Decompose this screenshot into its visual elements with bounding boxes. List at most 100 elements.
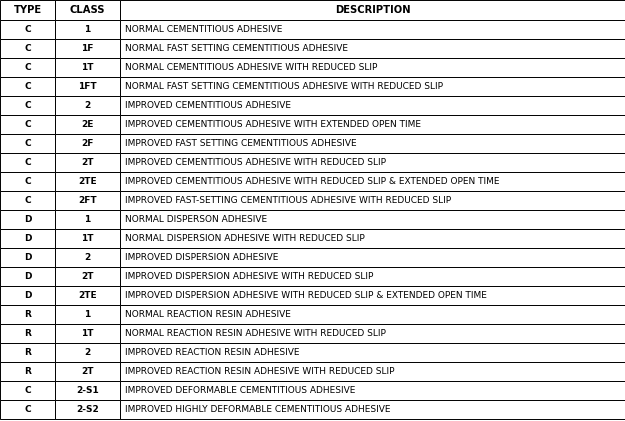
Bar	[55, 153, 120, 172]
Text: 2TE: 2TE	[78, 291, 97, 300]
Text: 2T: 2T	[81, 367, 94, 376]
Text: NORMAL FAST SETTING CEMENTITIOUS ADHESIVE: NORMAL FAST SETTING CEMENTITIOUS ADHESIV…	[125, 44, 348, 53]
Text: IMPROVED DISPERSION ADHESIVE: IMPROVED DISPERSION ADHESIVE	[125, 253, 278, 262]
Text: TYPE: TYPE	[14, 5, 41, 15]
Text: 1T: 1T	[81, 63, 94, 72]
Bar	[55, 0, 120, 20]
Text: C: C	[24, 158, 31, 167]
Bar	[120, 286, 625, 305]
Text: 2-S2: 2-S2	[76, 405, 99, 414]
Bar	[0, 210, 55, 229]
Text: D: D	[24, 253, 31, 262]
Bar	[55, 39, 120, 58]
Bar	[120, 381, 625, 400]
Text: NORMAL REACTION RESIN ADHESIVE: NORMAL REACTION RESIN ADHESIVE	[125, 310, 291, 319]
Text: C: C	[24, 82, 31, 91]
Bar	[55, 362, 120, 381]
Text: C: C	[24, 101, 31, 110]
Bar	[0, 77, 55, 96]
Text: NORMAL FAST SETTING CEMENTITIOUS ADHESIVE WITH REDUCED SLIP: NORMAL FAST SETTING CEMENTITIOUS ADHESIV…	[125, 82, 443, 91]
Text: IMPROVED DEFORMABLE CEMENTITIOUS ADHESIVE: IMPROVED DEFORMABLE CEMENTITIOUS ADHESIV…	[125, 386, 356, 395]
Bar	[55, 343, 120, 362]
Bar	[120, 229, 625, 248]
Text: C: C	[24, 139, 31, 148]
Bar	[55, 248, 120, 267]
Text: IMPROVED DISPERSION ADHESIVE WITH REDUCED SLIP & EXTENDED OPEN TIME: IMPROVED DISPERSION ADHESIVE WITH REDUCE…	[125, 291, 487, 300]
Bar	[120, 0, 625, 20]
Text: 1: 1	[84, 25, 91, 34]
Bar	[55, 20, 120, 39]
Bar	[0, 172, 55, 191]
Text: IMPROVED REACTION RESIN ADHESIVE: IMPROVED REACTION RESIN ADHESIVE	[125, 348, 299, 357]
Bar	[120, 210, 625, 229]
Text: 1F: 1F	[81, 44, 94, 53]
Text: IMPROVED FAST-SETTING CEMENTITIOUS ADHESIVE WITH REDUCED SLIP: IMPROVED FAST-SETTING CEMENTITIOUS ADHES…	[125, 196, 451, 205]
Text: IMPROVED CEMENTITIOUS ADHESIVE: IMPROVED CEMENTITIOUS ADHESIVE	[125, 101, 291, 110]
Bar	[120, 77, 625, 96]
Text: 2FT: 2FT	[78, 196, 97, 205]
Text: NORMAL CEMENTITIOUS ADHESIVE: NORMAL CEMENTITIOUS ADHESIVE	[125, 25, 282, 34]
Text: 2: 2	[84, 101, 91, 110]
Bar	[120, 267, 625, 286]
Bar	[120, 115, 625, 134]
Text: IMPROVED CEMENTITIOUS ADHESIVE WITH REDUCED SLIP: IMPROVED CEMENTITIOUS ADHESIVE WITH REDU…	[125, 158, 386, 167]
Bar	[0, 0, 55, 20]
Bar	[120, 362, 625, 381]
Text: C: C	[24, 386, 31, 395]
Bar	[120, 400, 625, 419]
Text: IMPROVED CEMENTITIOUS ADHESIVE WITH EXTENDED OPEN TIME: IMPROVED CEMENTITIOUS ADHESIVE WITH EXTE…	[125, 120, 421, 129]
Bar	[120, 172, 625, 191]
Text: C: C	[24, 177, 31, 186]
Bar	[55, 400, 120, 419]
Text: D: D	[24, 291, 31, 300]
Bar	[0, 20, 55, 39]
Text: NORMAL DISPERSON ADHESIVE: NORMAL DISPERSON ADHESIVE	[125, 215, 267, 224]
Bar	[55, 134, 120, 153]
Bar	[55, 229, 120, 248]
Bar	[0, 286, 55, 305]
Text: 2T: 2T	[81, 272, 94, 281]
Bar	[0, 343, 55, 362]
Text: C: C	[24, 120, 31, 129]
Bar	[55, 96, 120, 115]
Bar	[0, 267, 55, 286]
Bar	[0, 305, 55, 324]
Bar	[120, 343, 625, 362]
Bar	[55, 324, 120, 343]
Bar	[120, 305, 625, 324]
Bar	[55, 172, 120, 191]
Bar	[55, 267, 120, 286]
Bar	[0, 381, 55, 400]
Text: NORMAL CEMENTITIOUS ADHESIVE WITH REDUCED SLIP: NORMAL CEMENTITIOUS ADHESIVE WITH REDUCE…	[125, 63, 378, 72]
Text: R: R	[24, 367, 31, 376]
Bar	[0, 134, 55, 153]
Text: IMPROVED CEMENTITIOUS ADHESIVE WITH REDUCED SLIP & EXTENDED OPEN TIME: IMPROVED CEMENTITIOUS ADHESIVE WITH REDU…	[125, 177, 499, 186]
Text: 1T: 1T	[81, 329, 94, 338]
Text: 2E: 2E	[81, 120, 94, 129]
Text: 1: 1	[84, 215, 91, 224]
Text: R: R	[24, 329, 31, 338]
Bar	[0, 400, 55, 419]
Bar	[55, 115, 120, 134]
Text: IMPROVED DISPERSION ADHESIVE WITH REDUCED SLIP: IMPROVED DISPERSION ADHESIVE WITH REDUCE…	[125, 272, 373, 281]
Bar	[120, 324, 625, 343]
Text: C: C	[24, 63, 31, 72]
Text: 2TE: 2TE	[78, 177, 97, 186]
Bar	[55, 286, 120, 305]
Bar	[120, 248, 625, 267]
Bar	[120, 153, 625, 172]
Text: 1FT: 1FT	[78, 82, 97, 91]
Bar	[0, 191, 55, 210]
Bar	[120, 39, 625, 58]
Bar	[0, 248, 55, 267]
Text: D: D	[24, 234, 31, 243]
Bar	[0, 362, 55, 381]
Bar	[120, 134, 625, 153]
Bar	[0, 229, 55, 248]
Text: R: R	[24, 310, 31, 319]
Text: NORMAL REACTION RESIN ADHESIVE WITH REDUCED SLIP: NORMAL REACTION RESIN ADHESIVE WITH REDU…	[125, 329, 386, 338]
Text: 2: 2	[84, 348, 91, 357]
Bar	[55, 191, 120, 210]
Bar	[120, 96, 625, 115]
Text: D: D	[24, 272, 31, 281]
